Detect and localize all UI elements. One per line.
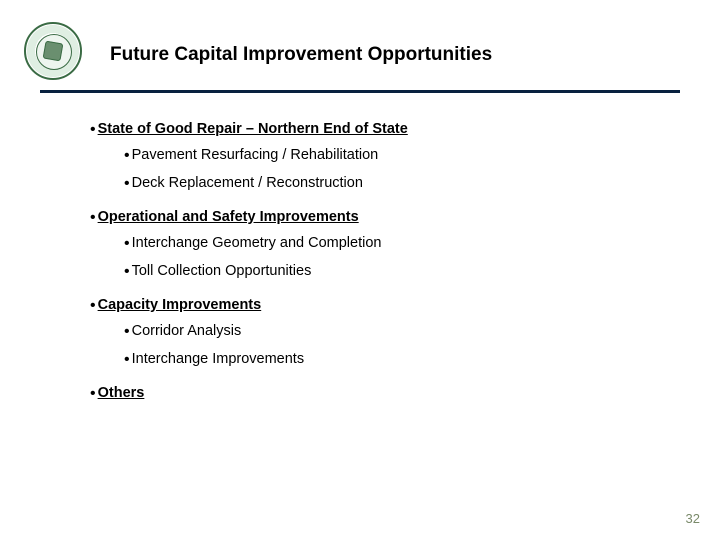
bullet-icon: •	[124, 264, 130, 280]
bullet-icon: •	[90, 210, 96, 226]
sub-bullet-label: Toll Collection Opportunities	[132, 263, 312, 279]
slide-content: • State of Good Repair – Northern End of…	[0, 93, 720, 401]
list-item: • Corridor Analysis	[124, 323, 660, 339]
bullet-icon: •	[124, 148, 130, 164]
slide-header: Future Capital Improvement Opportunities	[0, 0, 720, 80]
list-item: • Pavement Resurfacing / Rehabilitation	[124, 147, 660, 163]
list-item: • Interchange Geometry and Completion	[124, 235, 660, 251]
bullet-list: • State of Good Repair – Northern End of…	[90, 121, 660, 401]
sub-bullet-list: • Corridor Analysis • Interchange Improv…	[124, 323, 660, 367]
list-item: • Toll Collection Opportunities	[124, 263, 660, 279]
bullet-label: Others	[98, 385, 145, 401]
list-item: • Interchange Improvements	[124, 351, 660, 367]
list-item: • Others	[90, 385, 660, 401]
bullet-icon: •	[124, 236, 130, 252]
sub-bullet-label: Corridor Analysis	[132, 323, 242, 339]
sub-bullet-list: • Interchange Geometry and Completion • …	[124, 235, 660, 279]
list-item: • Capacity Improvements • Corridor Analy…	[90, 297, 660, 367]
bullet-icon: •	[124, 352, 130, 368]
page-number: 32	[686, 511, 700, 526]
sub-bullet-label: Interchange Geometry and Completion	[132, 235, 382, 251]
list-item: • State of Good Repair – Northern End of…	[90, 121, 660, 191]
list-item: • Operational and Safety Improvements • …	[90, 209, 660, 279]
sub-bullet-list: • Pavement Resurfacing / Rehabilitation …	[124, 147, 660, 191]
agency-seal-icon	[24, 22, 82, 80]
bullet-label: Capacity Improvements	[98, 297, 262, 313]
sub-bullet-label: Interchange Improvements	[132, 351, 304, 367]
bullet-icon: •	[90, 386, 96, 402]
bullet-icon: •	[124, 324, 130, 340]
list-item: • Deck Replacement / Reconstruction	[124, 175, 660, 191]
sub-bullet-label: Pavement Resurfacing / Rehabilitation	[132, 147, 379, 163]
bullet-icon: •	[90, 122, 96, 138]
slide: Future Capital Improvement Opportunities…	[0, 0, 720, 540]
sub-bullet-label: Deck Replacement / Reconstruction	[132, 175, 363, 191]
slide-title: Future Capital Improvement Opportunities	[110, 36, 492, 67]
bullet-label: Operational and Safety Improvements	[98, 209, 359, 225]
bullet-label: State of Good Repair – Northern End of S…	[98, 121, 408, 137]
bullet-icon: •	[124, 176, 130, 192]
bullet-icon: •	[90, 298, 96, 314]
